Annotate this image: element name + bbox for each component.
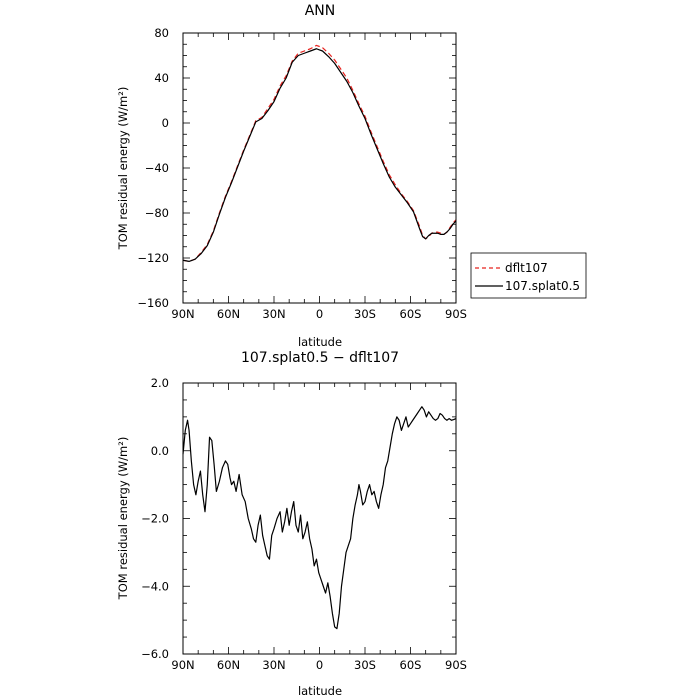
bottom-chart-xtick-label: 0 xyxy=(316,658,323,672)
bottom-chart-xtick-label: 60N xyxy=(217,658,240,672)
legend: dflt107 107.splat0.5 xyxy=(470,252,587,299)
top-chart-ytick-label: −80 xyxy=(145,206,169,220)
bottom-chart-title: 107.splat0.5 − dflt107 xyxy=(241,350,399,366)
top-chart-ylabel: TOM residual energy (W/m²) xyxy=(116,87,130,251)
legend-label-dflt107: dflt107 xyxy=(505,261,548,275)
top-chart-panel: ANN TOM residual energy (W/m²) latitude … xyxy=(116,3,467,349)
legend-box xyxy=(470,252,587,299)
bottom-chart-ytick-label: 2.0 xyxy=(151,376,169,390)
bottom-chart-panel: 107.splat0.5 − dflt107 TOM residual ener… xyxy=(116,350,467,698)
top-chart-xtick-label: 0 xyxy=(316,307,323,321)
top-chart-title: ANN xyxy=(305,3,336,19)
legend-entry-dflt107: dflt107 xyxy=(475,261,548,275)
bottom-chart-xtick-label: 30N xyxy=(262,658,285,672)
bottom-chart-ytick-label: −4.0 xyxy=(141,579,169,593)
bottom-chart-xtick-label: 60S xyxy=(400,658,422,672)
top-chart-xtick-label: 60N xyxy=(217,307,240,321)
top-chart-xlabel: latitude xyxy=(298,335,342,349)
top-chart-series-dflt107 xyxy=(182,44,457,262)
top-chart-ytick-label: −160 xyxy=(137,296,169,310)
top-chart-xtick-label: 90N xyxy=(171,307,194,321)
top-chart-xtick-label: 60S xyxy=(400,307,422,321)
top-chart-ytick-label: 80 xyxy=(154,26,169,40)
top-chart-ytick-label: −40 xyxy=(145,161,169,175)
top-chart-ytick-label: 0 xyxy=(162,116,169,130)
top-chart-xtick-label: 30S xyxy=(354,307,376,321)
bottom-chart-plot-frame xyxy=(182,382,457,655)
bottom-chart-series-line-0 xyxy=(182,406,457,630)
top-chart-ytick-label: 40 xyxy=(154,71,169,85)
top-chart-xtick-label: 90S xyxy=(445,307,467,321)
bottom-chart-ytick-label: 0.0 xyxy=(151,444,169,458)
bottom-chart-xlabel: latitude xyxy=(298,684,342,698)
top-chart-plot-frame xyxy=(182,32,457,304)
bottom-chart-ytick-label: −6.0 xyxy=(141,647,169,661)
bottom-chart-xtick-label: 90S xyxy=(445,658,467,672)
bottom-chart-ytick-label: −2.0 xyxy=(141,512,169,526)
bottom-chart-xtick-label: 30S xyxy=(354,658,376,672)
top-chart-ytick-label: −120 xyxy=(137,251,169,265)
bottom-chart-ylabel: TOM residual energy (W/m²) xyxy=(116,437,130,601)
top-chart-series-107-splat0-5 xyxy=(182,48,457,262)
bottom-chart-xtick-label: 90N xyxy=(171,658,194,672)
top-chart-xtick-label: 30N xyxy=(262,307,285,321)
legend-entry-splat: 107.splat0.5 xyxy=(475,279,580,293)
legend-label-splat: 107.splat0.5 xyxy=(505,279,580,293)
